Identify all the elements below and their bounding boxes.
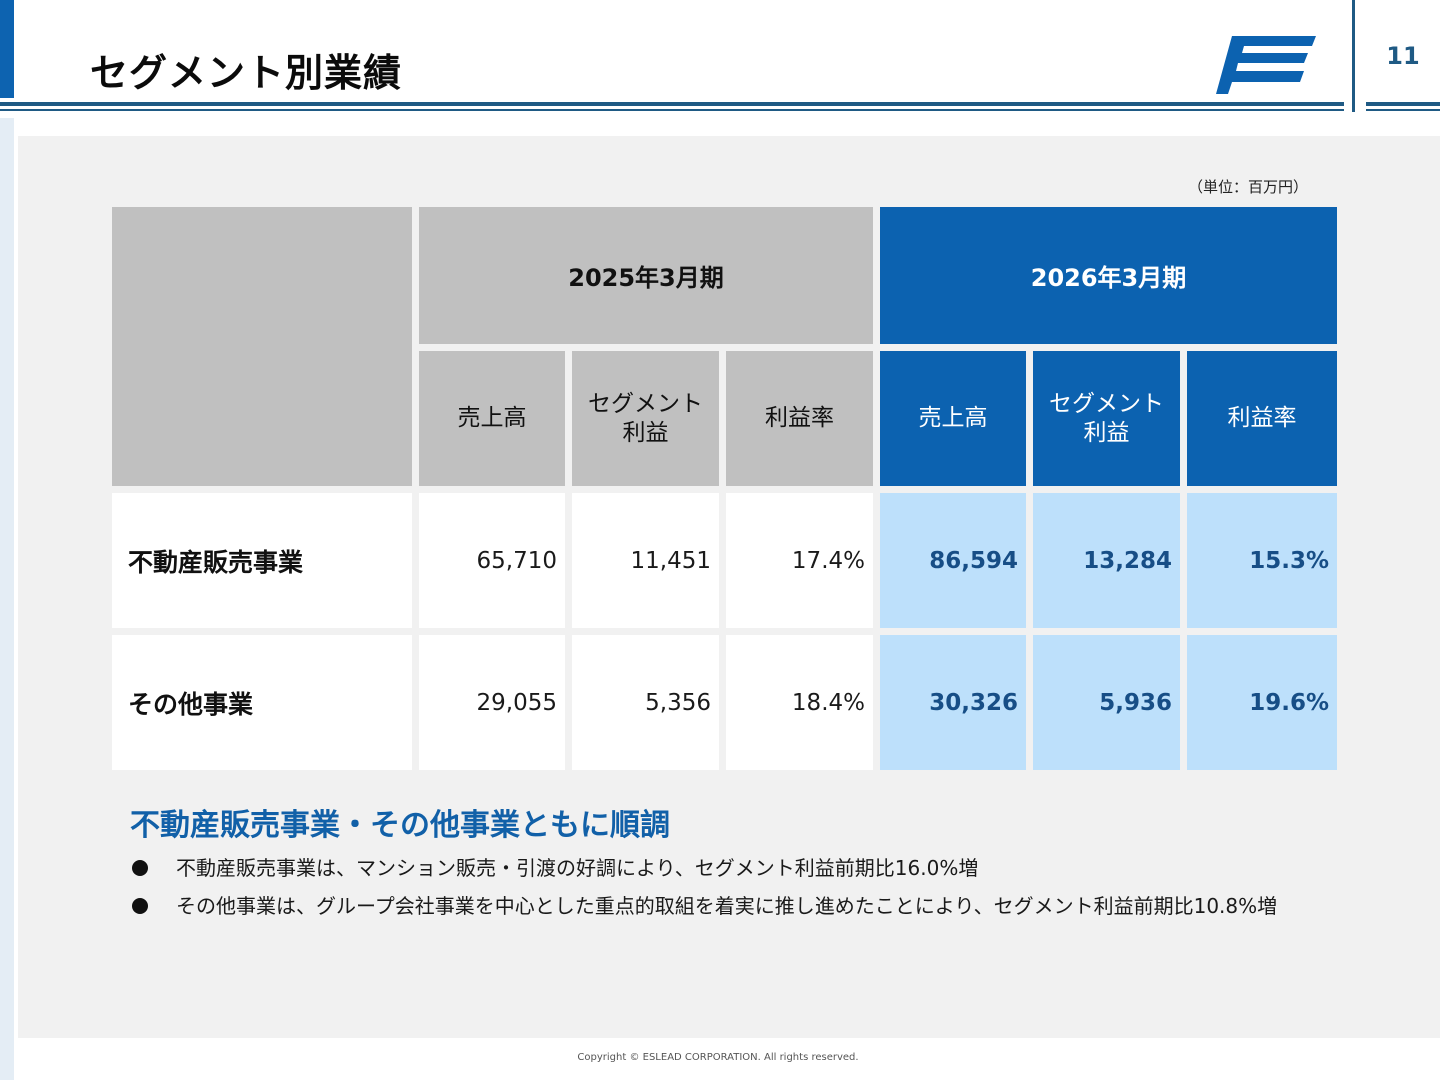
- value-sales-2025: 29,055: [419, 635, 565, 770]
- value-profit-2025: 11,451: [572, 493, 719, 628]
- summary-bullet: その他事業は、グループ会社事業を中心とした重点的取組を着実に推し進めたことにより…: [176, 894, 1278, 918]
- page-title: セグメント別業績: [90, 51, 403, 95]
- col-header-sales-2026: 売上高: [880, 351, 1026, 486]
- period-header-2026: 2026年3月期: [880, 207, 1337, 344]
- bullet-icon: [132, 898, 148, 914]
- period-header-2025: 2025年3月期: [419, 207, 873, 344]
- summary-headline: 不動産販売事業・その他事業ともに順調: [130, 808, 670, 843]
- header-accent-bar: [0, 0, 14, 98]
- value-profit-2025: 5,356: [572, 635, 719, 770]
- page-number-separator: [1352, 0, 1355, 112]
- value-margin-2025: 18.4%: [726, 635, 873, 770]
- col-header-profit-2026: セグメント 利益: [1033, 351, 1180, 486]
- col-header-margin-2026: 利益率: [1187, 351, 1337, 486]
- unit-note: （単位：百万円）: [1187, 178, 1308, 196]
- row-label-other: その他事業: [112, 635, 412, 770]
- col-header-profit-2025: セグメント 利益: [572, 351, 719, 486]
- summary-bullet: 不動産販売事業は、マンション販売・引渡の好調により、セグメント利益前期比16.0…: [176, 856, 979, 880]
- copyright: Copyright © ESLEAD CORPORATION. All righ…: [577, 1052, 859, 1063]
- value-sales-2026: 86,594: [880, 493, 1026, 628]
- left-side-strip: [0, 118, 14, 1080]
- value-profit-2026: 5,936: [1033, 635, 1180, 770]
- value-margin-2026: 15.3%: [1187, 493, 1337, 628]
- header-divider: [0, 102, 1344, 106]
- value-margin-2025: 17.4%: [726, 493, 873, 628]
- page-number: 11: [1386, 42, 1420, 70]
- row-label-real-estate: 不動産販売事業: [112, 493, 412, 628]
- table-corner-cell: [112, 207, 412, 486]
- header-divider-thin: [0, 109, 1344, 111]
- page-number-divider: [1366, 102, 1440, 106]
- page-number-divider-thin: [1366, 109, 1440, 111]
- col-header-margin-2025: 利益率: [726, 351, 873, 486]
- value-sales-2026: 30,326: [880, 635, 1026, 770]
- value-sales-2025: 65,710: [419, 493, 565, 628]
- bullet-icon: [132, 860, 148, 876]
- eslead-logo-icon: [1216, 36, 1316, 94]
- value-margin-2026: 19.6%: [1187, 635, 1337, 770]
- col-header-sales-2025: 売上高: [419, 351, 565, 486]
- value-profit-2026: 13,284: [1033, 493, 1180, 628]
